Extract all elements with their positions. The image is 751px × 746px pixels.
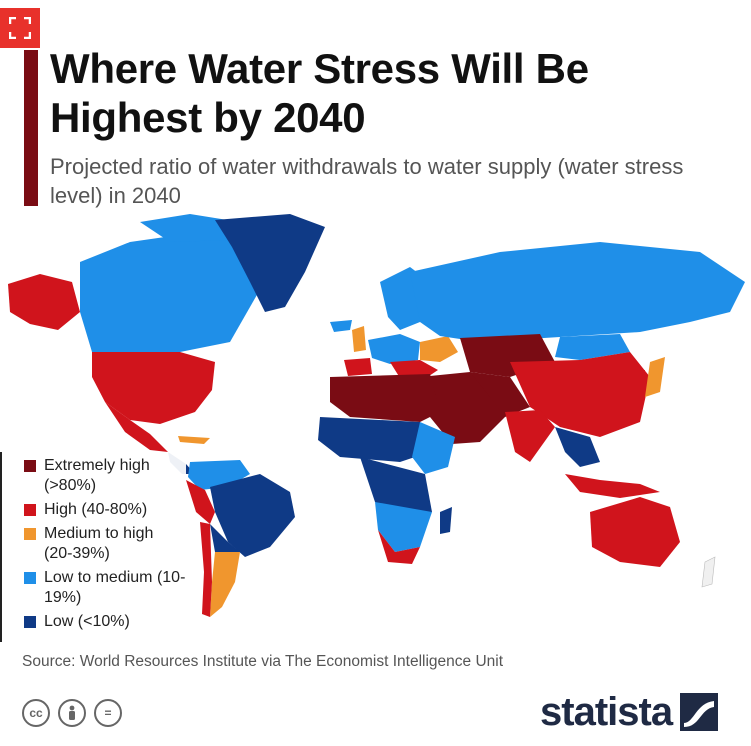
legend-item-medium-high: Medium to high (20-39%) [24, 524, 186, 564]
no-derivatives-icon[interactable]: = [94, 699, 122, 727]
legend-swatch [24, 616, 36, 628]
title-accent-bar [24, 50, 38, 206]
region-argentina [210, 552, 240, 617]
region-southeast-asia [555, 427, 600, 467]
page-title: Where Water Stress Will Be Highest by 20… [50, 45, 589, 141]
brand-name: statista [540, 689, 673, 734]
region-cuba [178, 436, 210, 444]
region-australia [590, 497, 680, 567]
legend-swatch [24, 504, 36, 516]
source-note: Source: World Resources Institute via Th… [22, 653, 504, 670]
statista-logo[interactable]: statista [540, 689, 719, 734]
legend-label: High (40-80%) [44, 501, 148, 518]
region-russia [410, 242, 745, 342]
page-subtitle: Projected ratio of water withdrawals to … [50, 154, 684, 208]
legend-swatch [24, 528, 36, 540]
region-alaska [8, 274, 80, 330]
legend-item-low-medium: Low to medium (10-19%) [24, 568, 186, 608]
legend-label: Low to medium (10-19%) [44, 569, 186, 606]
legend-label: Medium to high (20-39%) [44, 525, 154, 562]
region-ethiopia-east-africa [412, 422, 455, 474]
region-chile [200, 522, 212, 617]
region-iran-afghanistan [470, 372, 530, 417]
region-indonesia [565, 474, 660, 498]
expand-icon [9, 17, 31, 39]
license-icons: cc = [22, 699, 122, 727]
region-usa [92, 352, 215, 424]
legend-item-extremely-high: Extremely high (>80%) [24, 456, 186, 496]
expand-button[interactable] [0, 8, 40, 48]
region-france-central-europe [368, 334, 420, 364]
region-madagascar [440, 507, 452, 534]
world-map [0, 212, 751, 642]
region-canada-islands [140, 214, 240, 242]
region-india [505, 410, 555, 462]
statista-mark-icon [680, 693, 719, 731]
legend-label: Extremely high (>80%) [44, 457, 150, 494]
legend-swatch [24, 460, 36, 472]
region-canada [80, 232, 270, 354]
cc-icon[interactable]: cc [22, 699, 50, 727]
attribution-icon[interactable] [58, 699, 86, 727]
region-south-africa [378, 530, 420, 564]
region-ukraine [420, 336, 458, 362]
region-korea [634, 370, 645, 387]
region-peru [186, 480, 215, 524]
region-spain [344, 358, 372, 376]
legend-item-low: Low (<10%) [24, 612, 186, 632]
legend: Extremely high (>80%) High (40-80%) Medi… [0, 452, 186, 642]
region-japan [645, 357, 665, 397]
region-uk [352, 326, 366, 352]
region-brazil [210, 474, 295, 557]
region-mongolia [555, 334, 630, 360]
legend-swatch [24, 572, 36, 584]
region-greenland [215, 214, 325, 312]
region-north-africa [330, 374, 440, 422]
legend-label: Low (<10%) [44, 613, 130, 630]
region-central-africa [360, 457, 432, 517]
region-mexico [105, 402, 168, 452]
legend-item-high: High (40-80%) [24, 500, 186, 520]
region-sahel-west-africa [318, 417, 430, 462]
region-new-zealand [701, 556, 716, 588]
region-iceland [330, 320, 352, 332]
region-southern-africa [375, 502, 432, 552]
